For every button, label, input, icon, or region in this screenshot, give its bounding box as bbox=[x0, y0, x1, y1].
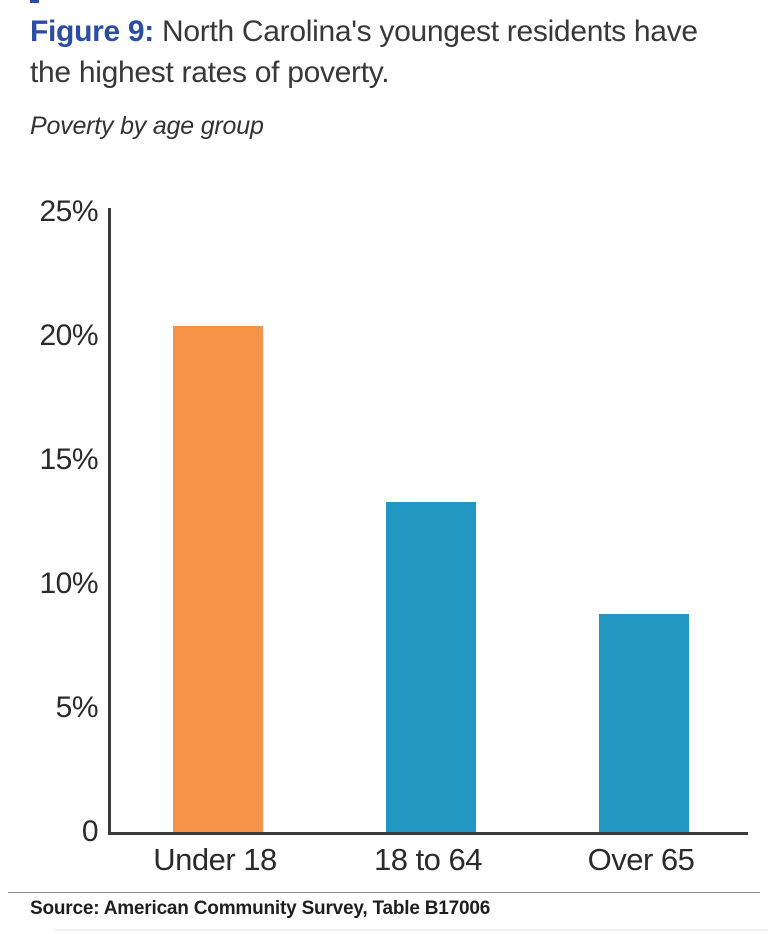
top-edge-blue-mark bbox=[30, 0, 39, 3]
y-tick-label-20: 20% bbox=[39, 319, 98, 352]
y-tick-label-5: 5% bbox=[55, 691, 99, 724]
plot-area bbox=[108, 208, 748, 835]
figure-title: Figure 9: North Carolina's youngest resi… bbox=[30, 12, 742, 93]
bar-under-18 bbox=[173, 326, 263, 832]
y-tick-label-15: 15% bbox=[39, 443, 98, 476]
source-divider bbox=[8, 892, 760, 893]
y-tick-label-10: 10% bbox=[39, 567, 98, 600]
y-tick-label-0: 0 bbox=[81, 815, 99, 848]
source-text: Source: American Community Survey, Table… bbox=[30, 898, 491, 919]
y-tick-label-25: 25% bbox=[39, 195, 98, 228]
x-axis-label-under-18: Under 18 bbox=[153, 842, 277, 877]
x-axis-label-over-65: Over 65 bbox=[587, 842, 695, 877]
bottom-divider bbox=[55, 929, 768, 931]
chart-subtitle: Poverty by age group bbox=[30, 112, 264, 140]
bar-18-to-64 bbox=[386, 502, 476, 832]
figure-title-text: North Carolina's youngest residents have… bbox=[30, 15, 698, 89]
bar-over-65 bbox=[599, 614, 689, 832]
x-axis-label-18-to-64: 18 to 64 bbox=[373, 842, 483, 877]
figure-number-label: Figure 9: bbox=[30, 15, 154, 48]
